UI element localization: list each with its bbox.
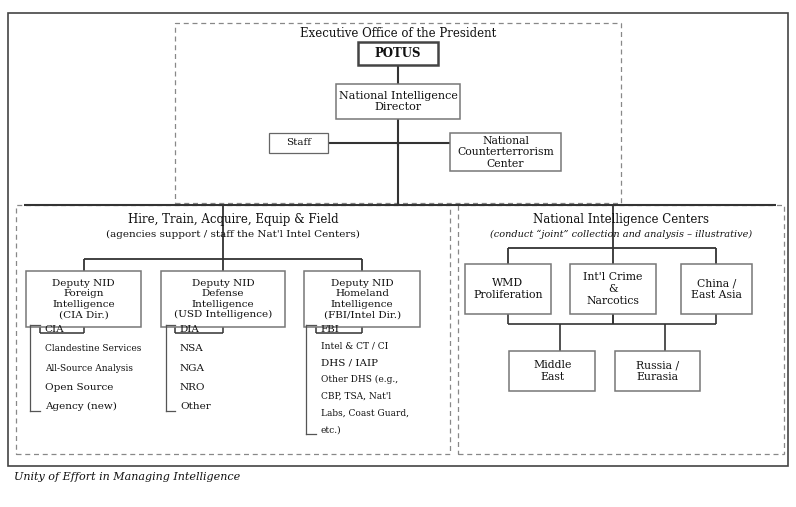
Text: NRO: NRO <box>180 383 205 392</box>
Text: (agencies support / staff the Nat'l Intel Centers): (agencies support / staff the Nat'l Inte… <box>106 230 360 239</box>
Text: Executive Office of the President: Executive Office of the President <box>300 27 496 41</box>
Bar <box>615 351 700 391</box>
Bar <box>681 264 752 314</box>
Text: National
Counterterrorism
Center: National Counterterrorism Center <box>457 135 554 169</box>
Text: Russia /
Eurasia: Russia / Eurasia <box>636 360 679 382</box>
Text: Deputy NID
Homeland
Intelligence
(FBI/Intel Dir.): Deputy NID Homeland Intelligence (FBI/In… <box>324 279 400 319</box>
Text: Deputy NID
Defense
Intelligence
(USD Intelligence): Deputy NID Defense Intelligence (USD Int… <box>174 279 272 319</box>
Text: National Intelligence
Director: National Intelligence Director <box>338 91 458 112</box>
Bar <box>175 23 621 203</box>
Text: (conduct “joint” collection and analysis – illustrative): (conduct “joint” collection and analysis… <box>490 230 752 239</box>
Text: CBP, TSA, Nat'l: CBP, TSA, Nat'l <box>321 392 391 401</box>
Text: Open Source: Open Source <box>45 383 113 392</box>
Text: Intel & CT / CI: Intel & CT / CI <box>321 342 388 351</box>
Text: Labs, Coast Guard,: Labs, Coast Guard, <box>321 409 409 418</box>
Text: Deputy NID
Foreign
Intelligence
(CIA Dir.): Deputy NID Foreign Intelligence (CIA Dir… <box>53 279 115 319</box>
Bar <box>25 271 142 327</box>
Text: WMD
Proliferation: WMD Proliferation <box>473 278 543 300</box>
Text: Int'l Crime
&
Narcotics: Int'l Crime & Narcotics <box>583 272 642 306</box>
Bar <box>336 84 460 119</box>
Text: Unity of Effort in Managing Intelligence: Unity of Effort in Managing Intelligence <box>14 472 240 482</box>
Text: Agency (new): Agency (new) <box>45 402 116 411</box>
Bar <box>458 205 784 454</box>
Text: Other: Other <box>180 402 211 411</box>
Text: NSA: NSA <box>180 344 204 353</box>
Bar <box>16 205 450 454</box>
Text: POTUS: POTUS <box>375 47 421 60</box>
Bar <box>8 13 788 466</box>
Text: Middle
East: Middle East <box>533 360 572 382</box>
Bar <box>450 133 561 171</box>
Text: CIA: CIA <box>45 325 64 334</box>
Text: China /
East Asia: China / East Asia <box>691 278 742 300</box>
Text: DHS / IAIP: DHS / IAIP <box>321 358 378 368</box>
Bar <box>161 271 285 327</box>
Text: Staff: Staff <box>286 138 311 148</box>
Text: National Intelligence Centers: National Intelligence Centers <box>533 213 709 226</box>
Bar <box>358 42 438 64</box>
Bar <box>269 133 329 153</box>
Text: FBI: FBI <box>321 325 340 334</box>
Text: NGA: NGA <box>180 364 205 373</box>
Bar <box>465 264 551 314</box>
Text: Hire, Train, Acquire, Equip & Field: Hire, Train, Acquire, Equip & Field <box>127 213 338 226</box>
Bar <box>570 264 656 314</box>
Text: All-Source Analysis: All-Source Analysis <box>45 364 133 373</box>
Text: etc.): etc.) <box>321 425 341 434</box>
Text: DIA: DIA <box>180 325 200 334</box>
Text: Clandestine Services: Clandestine Services <box>45 344 141 353</box>
Bar <box>509 351 595 391</box>
Text: Other DHS (e.g.,: Other DHS (e.g., <box>321 375 398 384</box>
Bar <box>305 271 420 327</box>
